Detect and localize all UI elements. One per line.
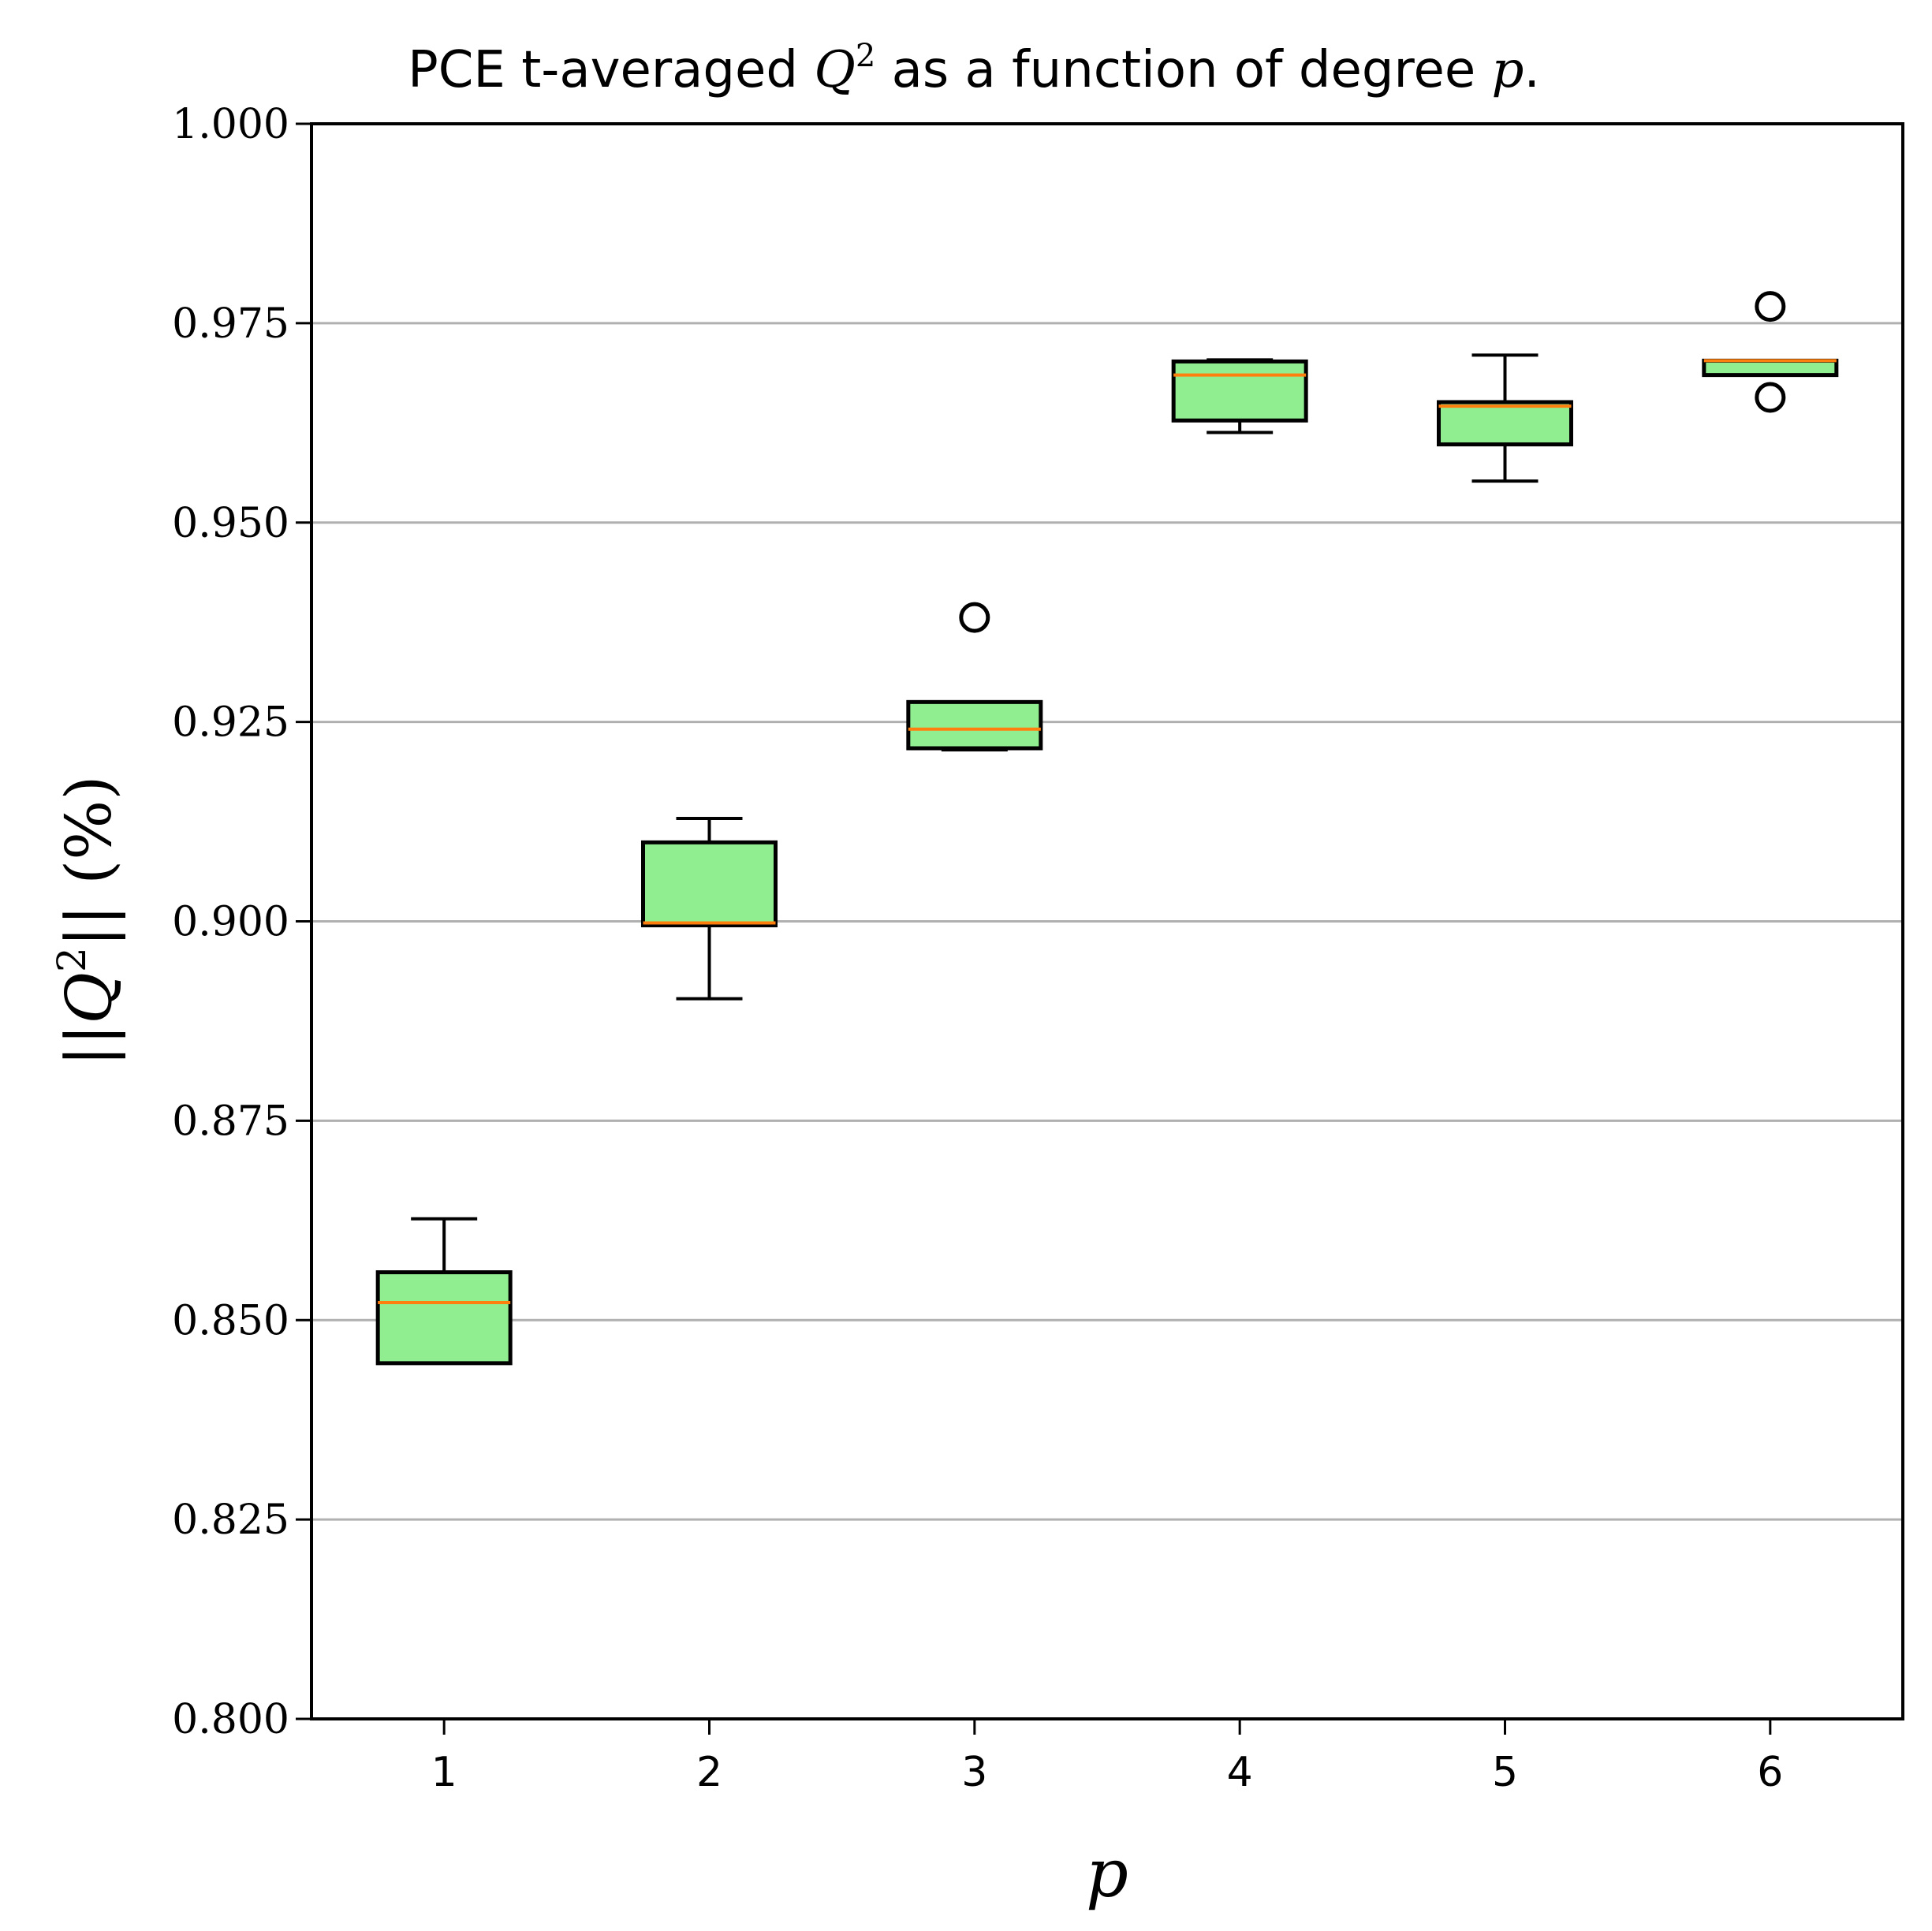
y-tick-label-5: 0.925 xyxy=(172,699,289,747)
x-axis-label: p xyxy=(1086,1835,1128,1912)
box-3 xyxy=(906,699,1043,751)
y-tick-label-7: 0.975 xyxy=(172,300,289,348)
box-group-1 xyxy=(375,1217,513,1366)
outlier-6-1 xyxy=(1755,291,1786,322)
box-5 xyxy=(1437,400,1573,447)
chart-title-sup: 2 xyxy=(856,38,875,74)
gridlines xyxy=(311,322,1903,1521)
x-tick-label-5: 6 xyxy=(1757,1749,1783,1796)
y-tick-label-6: 0.950 xyxy=(172,500,289,547)
x-tick-label-2: 3 xyxy=(961,1749,987,1796)
box-6 xyxy=(1702,358,1839,378)
box-group-6 xyxy=(1702,291,1839,413)
box-group-3 xyxy=(906,602,1043,752)
chart-title-var2: p xyxy=(1492,41,1524,99)
y-tick-label-8: 1.000 xyxy=(172,101,289,148)
chart-title-mid: as a function of degree xyxy=(875,41,1491,99)
outlier-3-1 xyxy=(959,602,990,633)
y-axis-label: ||Q2|| (%) xyxy=(49,775,125,1066)
box-4 xyxy=(1171,359,1308,423)
y-axis-label-sup: 2 xyxy=(49,947,95,972)
y-tick-label-1: 0.825 xyxy=(172,1497,289,1544)
box-1 xyxy=(375,1270,513,1366)
y-axis-label-post: || (%) xyxy=(52,775,125,947)
x-tick-label-1: 2 xyxy=(696,1749,722,1796)
box-group-5 xyxy=(1437,353,1573,483)
y-axis-label-var: Q xyxy=(52,972,125,1024)
y-tick-label-3: 0.875 xyxy=(172,1098,289,1145)
x-tick-label-3: 4 xyxy=(1227,1749,1253,1796)
chart-title-pre: PCE t-averaged xyxy=(408,41,814,99)
y-axis-ticks: 0.800 0.825 0.850 0.875 0.900 0.925 0.950 0.975… xyxy=(172,101,311,1743)
box-group-4 xyxy=(1171,358,1308,434)
box-2 xyxy=(641,840,778,928)
y-tick-label-4: 0.900 xyxy=(172,899,289,946)
outlier-6-2 xyxy=(1755,382,1786,413)
boxes xyxy=(375,291,1839,1366)
chart-title-post: . xyxy=(1524,41,1540,99)
x-tick-label-0: 1 xyxy=(431,1749,457,1796)
y-axis-label-pre: || xyxy=(52,1024,125,1067)
plot-area-frame xyxy=(310,122,1904,1720)
box-group-2 xyxy=(641,817,778,1001)
x-tick-label-4: 5 xyxy=(1492,1749,1518,1796)
x-axis-ticks: 1 2 3 4 5 6 xyxy=(431,1719,1783,1796)
chart-title: PCE t-averaged Q2 as a function of degre… xyxy=(408,38,1540,99)
y-tick-label-0: 0.800 xyxy=(172,1696,289,1743)
chart-title-var: Q xyxy=(814,41,855,99)
y-tick-label-2: 0.850 xyxy=(172,1297,289,1344)
